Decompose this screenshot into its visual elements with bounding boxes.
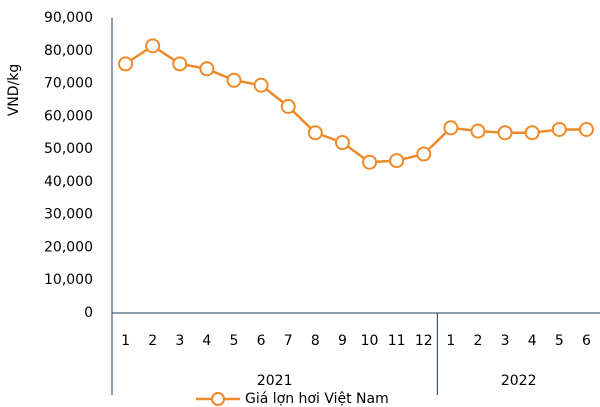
marker <box>551 121 567 137</box>
x-tick-label: 12 <box>415 333 433 349</box>
x-tick-label: 6 <box>582 333 591 349</box>
x-tick-label: 1 <box>446 333 455 349</box>
legend-marker <box>211 392 225 406</box>
y-tick-label: 20,000 <box>44 239 93 255</box>
x-tick-label: 9 <box>338 333 347 349</box>
marker <box>443 120 459 136</box>
x-group-label: 2022 <box>501 373 537 389</box>
y-tick-label: 50,000 <box>44 141 93 157</box>
y-tick-label: 30,000 <box>44 207 93 223</box>
x-tick-label: 2 <box>474 333 483 349</box>
marker <box>280 99 296 114</box>
y-tick-label: 0 <box>84 305 93 321</box>
x-tick-label: 4 <box>528 333 537 349</box>
x-tick-label: 8 <box>311 333 320 349</box>
x-group-label: 2021 <box>257 373 293 389</box>
y-axis-label: VND/kg <box>6 64 22 117</box>
marker <box>416 146 432 162</box>
y-tick-label: 40,000 <box>44 174 93 190</box>
x-tick-label: 1 <box>121 333 130 349</box>
marker <box>362 154 378 170</box>
line <box>124 44 587 164</box>
x-tick-label: 2 <box>148 333 157 349</box>
marker <box>253 77 269 93</box>
x-tick-label: 10 <box>361 333 379 349</box>
marker <box>118 56 134 72</box>
marker <box>334 135 350 151</box>
y-tick-label: 70,000 <box>44 76 93 92</box>
marker <box>497 125 513 141</box>
marker <box>145 38 161 54</box>
x-tick-label: 3 <box>175 333 184 349</box>
marker <box>470 123 486 139</box>
x-tick-label: 3 <box>501 333 510 349</box>
marker <box>199 61 215 77</box>
x-tick-label: 5 <box>555 333 564 349</box>
marker <box>524 125 540 141</box>
marker <box>172 56 188 72</box>
y-tick-label: 90,000 <box>44 10 93 26</box>
x-tick-label: 4 <box>202 333 211 349</box>
y-tick-label: 10,000 <box>44 272 93 288</box>
x-tick-label: 6 <box>257 333 266 349</box>
marker <box>389 153 405 169</box>
marker <box>578 121 594 137</box>
y-tick-label: 60,000 <box>44 108 93 124</box>
marker <box>226 72 242 88</box>
legend-label: Giá lợn hơi Việt Nam <box>245 391 389 407</box>
marker <box>307 125 323 141</box>
y-tick-label: 80,000 <box>44 43 93 59</box>
x-tick-label: 5 <box>230 333 239 349</box>
x-tick-label: 7 <box>284 333 293 349</box>
x-tick-label: 11 <box>388 333 406 349</box>
